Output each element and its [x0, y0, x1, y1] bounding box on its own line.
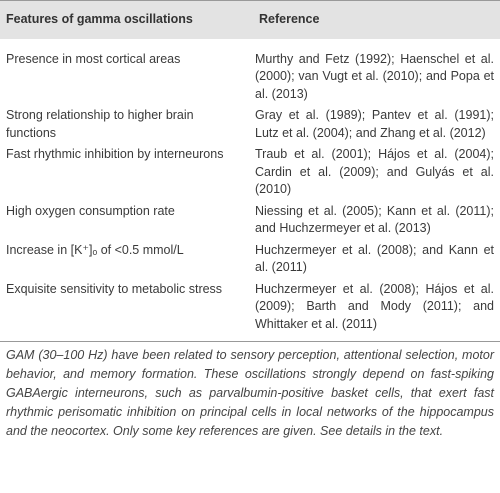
- table-row: Presence in most cortical areas Murthy an…: [0, 39, 500, 106]
- reference-cell: Traub et al. (2001); Hájos et al. (2004)…: [255, 147, 494, 196]
- reference-cell: Huchzermeyer et al. (2008); Hájos et al.…: [253, 278, 500, 342]
- table-row: Strong relationship to higher brain func…: [0, 105, 500, 144]
- reference-cell: Huchzermeyer et al. (2008); and Kann et …: [255, 242, 494, 275]
- table-row: Fast rhythmic inhibition by interneurons…: [0, 144, 500, 201]
- reference-cell: Gray et al. (1989); Pantev et al. (1991)…: [255, 108, 494, 140]
- feature-cell: Presence in most cortical areas: [6, 51, 181, 66]
- feature-cell: Increase in [K⁺]ₒ of <0.5 mmol/L: [6, 242, 184, 257]
- feature-cell: High oxygen consumption rate: [6, 203, 175, 218]
- footnote: GAM (30–100 Hz) have been related to sen…: [6, 348, 494, 438]
- feature-cell: Fast rhythmic inhibition by interneurons: [6, 147, 224, 161]
- table-body: Presence in most cortical areas Murthy an…: [0, 39, 500, 342]
- header-row: Features of gamma oscillations Reference: [0, 0, 500, 39]
- table-row: High oxygen consumption rate Niessing et …: [0, 201, 500, 240]
- table-row: Exquisite sensitivity to metabolic stres…: [0, 278, 500, 342]
- header-cell: Reference: [253, 0, 500, 39]
- table-row: Increase in [K⁺]ₒ of <0.5 mmol/L Huchzerm…: [0, 240, 500, 279]
- feature-cell: Exquisite sensitivity to metabolic stres…: [0, 278, 253, 342]
- reference-cell: Niessing et al. (2005); Kann et al. (201…: [255, 203, 494, 236]
- reference-cell: Murthy and Fetz (1992); Haenschel et al.…: [255, 51, 494, 101]
- table: Features of gamma oscillations Reference…: [0, 0, 500, 342]
- header-cell: Features of gamma oscillations: [0, 0, 253, 39]
- feature-cell: Strong relationship to higher brain func…: [6, 108, 194, 140]
